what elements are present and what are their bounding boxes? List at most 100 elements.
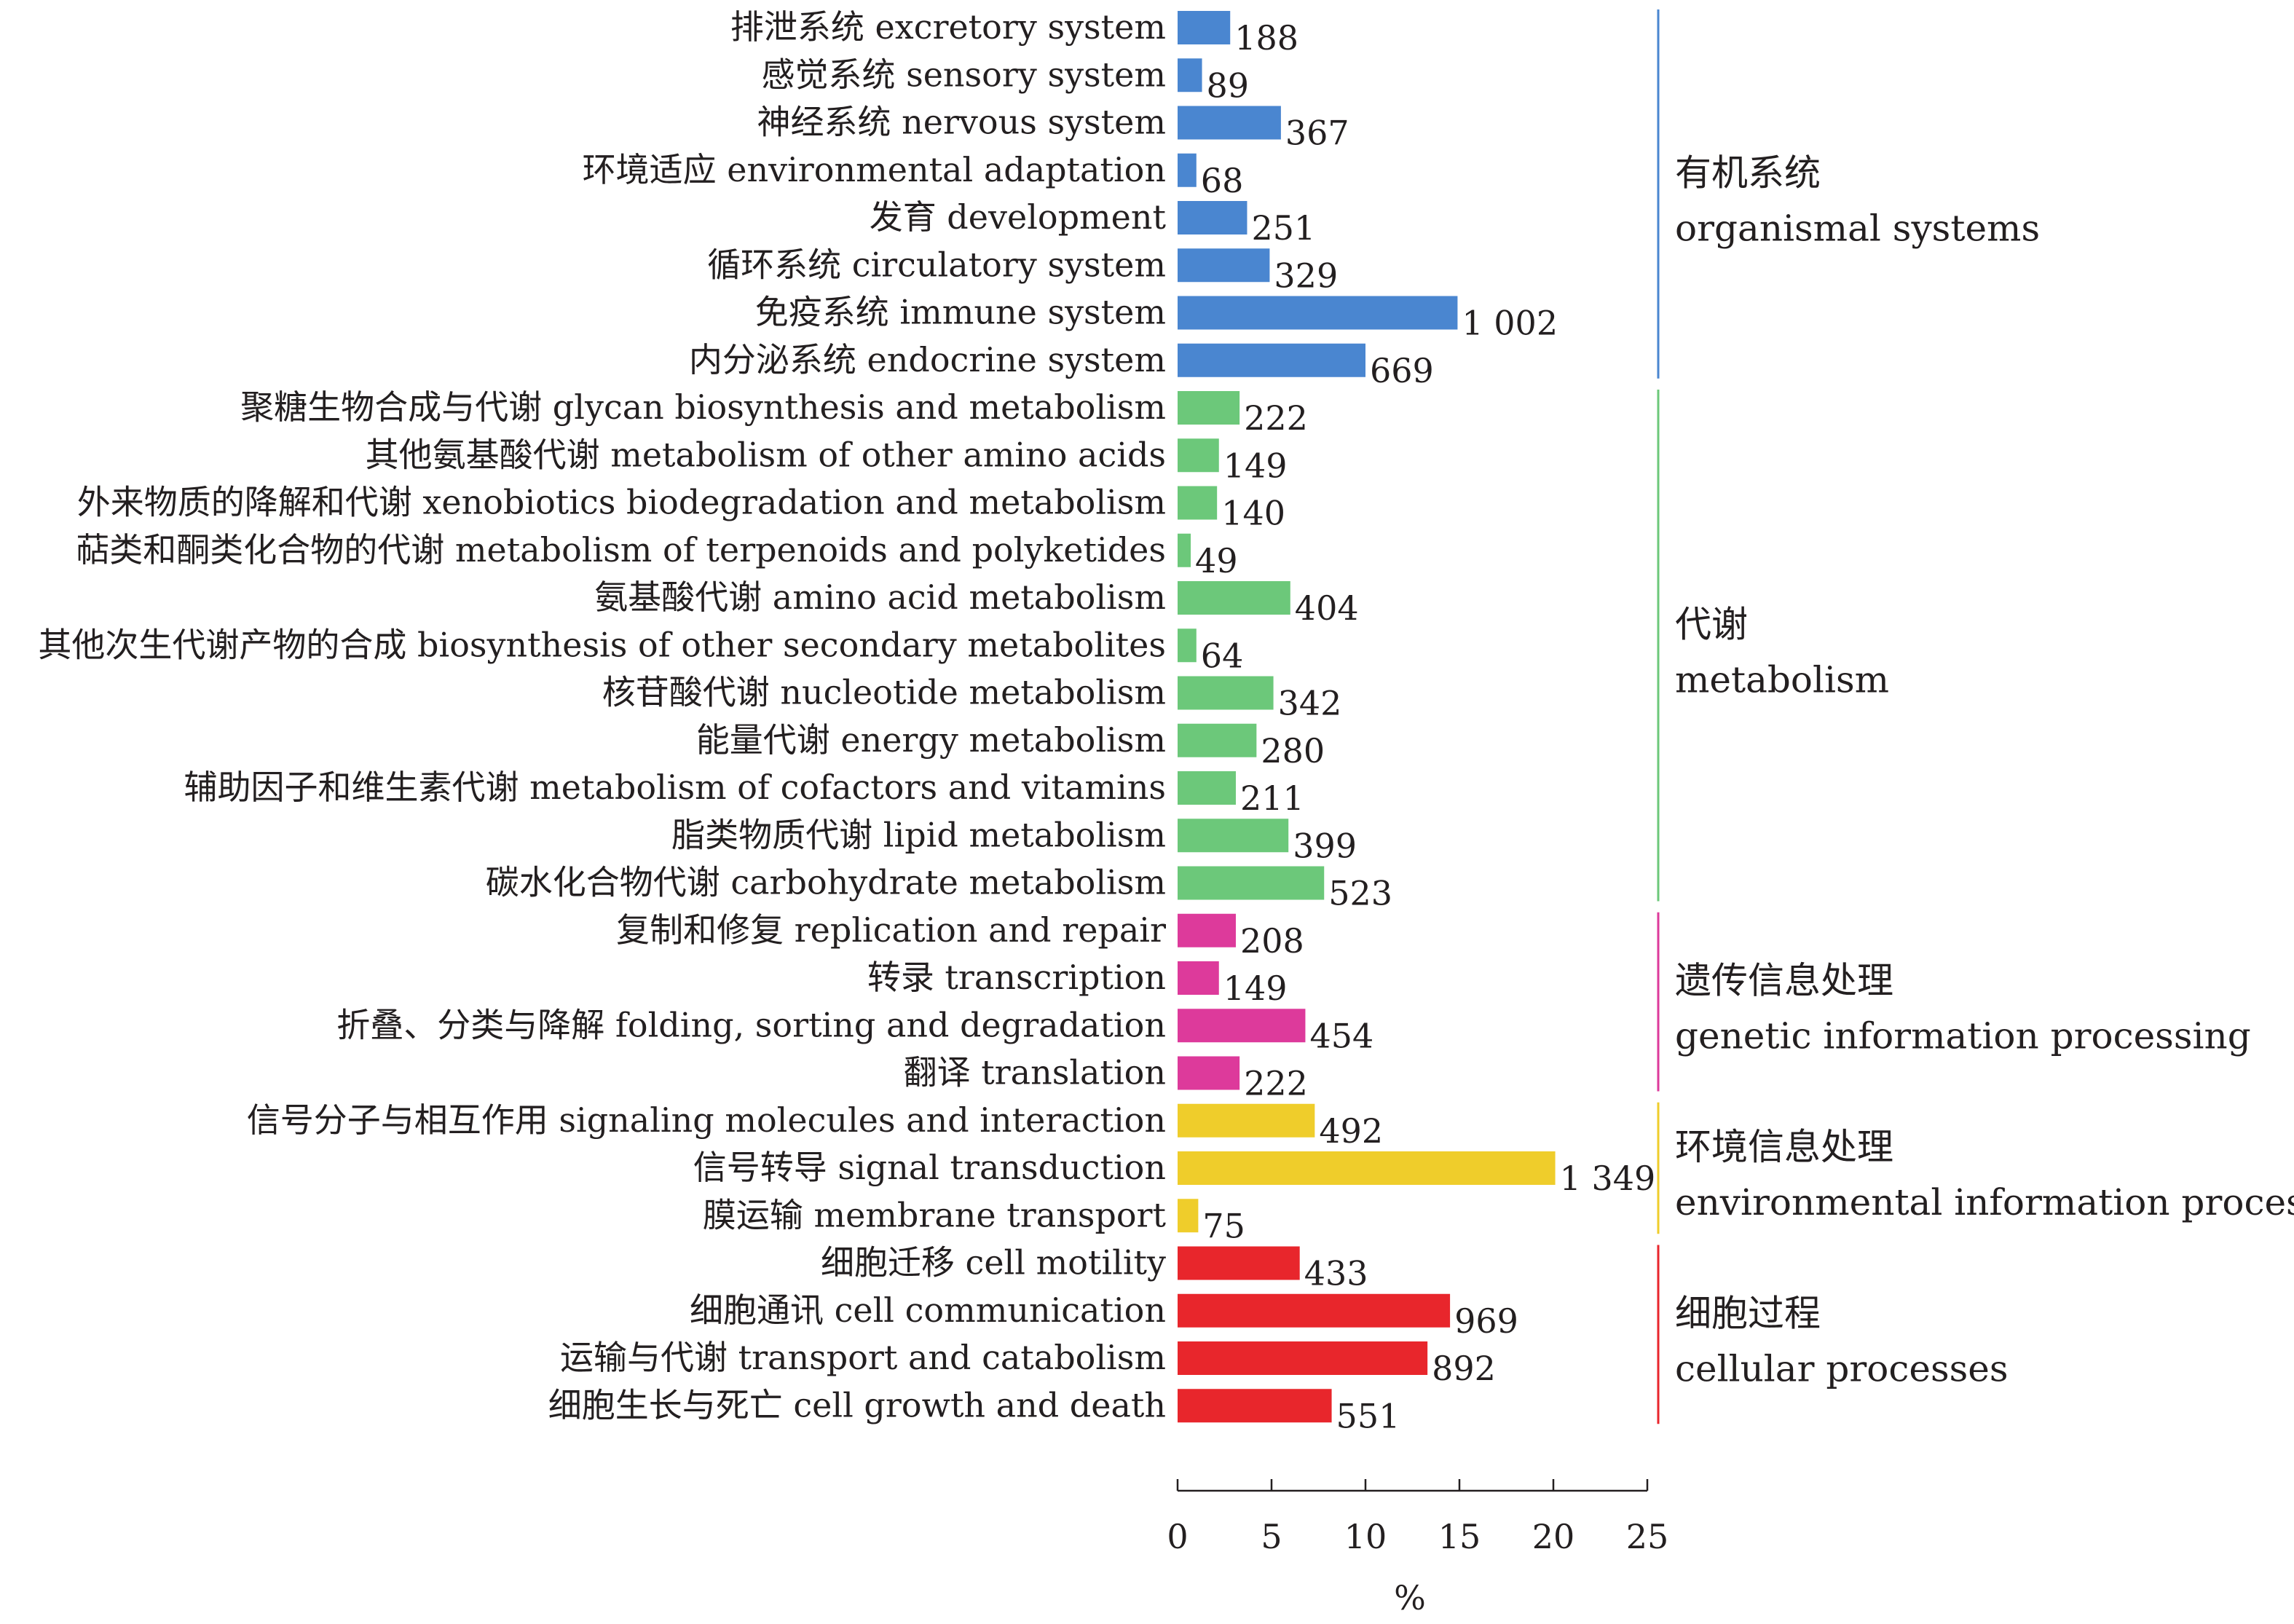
group-label-en: metabolism — [1675, 658, 1889, 701]
bar — [1178, 1009, 1306, 1043]
category-label: 感觉系统 sensory system — [761, 55, 1166, 94]
group-label-en: genetic information processing — [1675, 1015, 2251, 1057]
data-label: 523 — [1328, 874, 1392, 913]
category-label: 脂类物质代谢 lipid metabolism — [671, 815, 1166, 854]
data-label: 969 — [1454, 1301, 1518, 1341]
bar — [1178, 533, 1191, 567]
data-label: 433 — [1304, 1254, 1368, 1293]
data-label: 149 — [1223, 446, 1288, 485]
bar — [1178, 1246, 1300, 1280]
bar — [1178, 819, 1289, 853]
bar — [1178, 1389, 1332, 1423]
bar — [1178, 58, 1202, 92]
category-label: 其他氨基酸代谢 metabolism of other amino acids — [366, 435, 1166, 474]
category-label: 细胞生长与死亡 cell growth and death — [548, 1385, 1166, 1424]
data-label: 149 — [1223, 969, 1288, 1008]
x-tick-label: 20 — [1532, 1517, 1575, 1556]
data-label: 551 — [1336, 1396, 1400, 1435]
bar — [1178, 248, 1270, 283]
bar — [1178, 1103, 1315, 1138]
group-label-zh: 细胞过程 — [1675, 1292, 1821, 1334]
data-label: 669 — [1370, 351, 1434, 390]
data-label: 68 — [1201, 161, 1244, 200]
bar — [1178, 486, 1218, 520]
category-label: 细胞通讯 cell communication — [690, 1290, 1166, 1330]
group-label-en: organismal systems — [1675, 207, 2040, 249]
x-axis: 0 5 10 15 20 25 — [1167, 1479, 1668, 1556]
category-label: 复制和修复 replication and repair — [616, 910, 1166, 950]
category-label: 信号分子与相互作用 signaling molecules and intera… — [247, 1100, 1166, 1140]
x-tick-label: 5 — [1261, 1517, 1282, 1556]
bar — [1178, 391, 1240, 425]
data-label: 280 — [1261, 731, 1325, 770]
bar — [1178, 11, 1231, 44]
data-label: 75 — [1202, 1206, 1245, 1245]
data-label: 188 — [1234, 18, 1298, 58]
data-label: 251 — [1251, 208, 1315, 248]
data-label: 492 — [1319, 1111, 1383, 1151]
data-label: 208 — [1240, 921, 1304, 961]
category-label: 折叠、分类与降解 folding, sorting and degradatio… — [336, 1005, 1166, 1044]
category-label: 其他次生代谢产物的合成 biosynthesis of other second… — [38, 625, 1166, 664]
data-label: 399 — [1293, 826, 1357, 865]
bar — [1178, 296, 1458, 330]
category-label: 排泄系统 excretory system — [730, 7, 1166, 47]
category-label: 辅助因子和维生素代谢 metabolism of cofactors and v… — [184, 768, 1167, 807]
bar — [1178, 628, 1197, 663]
bar — [1178, 201, 1247, 234]
data-label: 222 — [1244, 398, 1308, 438]
bar — [1178, 771, 1236, 805]
group-label-en: cellular processes — [1675, 1347, 2009, 1390]
bar — [1178, 1056, 1240, 1090]
x-tick-label: 15 — [1438, 1517, 1481, 1556]
data-label: 1 349 — [1560, 1159, 1656, 1198]
category-label: 免疫系统 immune system — [755, 293, 1166, 332]
bar — [1178, 1199, 1199, 1233]
data-label: 222 — [1244, 1064, 1308, 1103]
bar — [1178, 913, 1236, 947]
data-label: 140 — [1221, 494, 1285, 533]
bar — [1178, 961, 1219, 995]
x-axis-title: % — [1394, 1578, 1426, 1617]
category-labels: 排泄系统 excretory system 感觉系统 sensory system… — [38, 7, 1166, 1424]
group-brackets: 有机系统 organismal systems 代谢 metabolism 遗传信息处理… — [1657, 9, 2294, 1424]
data-label: 404 — [1295, 588, 1359, 628]
category-label: 翻译 translation — [904, 1053, 1166, 1092]
data-label: 89 — [1207, 66, 1250, 105]
group-label-zh: 代谢 — [1675, 603, 1748, 645]
data-label: 329 — [1274, 256, 1338, 295]
category-label: 外来物质的降解和代谢 xenobiotics biodegradation an… — [77, 483, 1166, 522]
bar — [1178, 581, 1290, 615]
category-label: 细胞迁移 cell motility — [821, 1243, 1166, 1282]
x-tick-label: 25 — [1626, 1517, 1669, 1556]
bar — [1178, 106, 1281, 140]
category-label: 氨基酸代谢 amino acid metabolism — [594, 578, 1166, 617]
data-label: 64 — [1201, 636, 1244, 675]
category-label: 内分泌系统 endocrine system — [689, 340, 1166, 379]
x-tick-label: 0 — [1167, 1517, 1188, 1556]
group-label-zh: 环境信息处理 — [1675, 1126, 1893, 1168]
bar — [1178, 1151, 1556, 1185]
data-label: 454 — [1309, 1016, 1373, 1055]
bar — [1178, 153, 1197, 187]
category-label: 信号转导 signal transduction — [693, 1148, 1166, 1187]
bar — [1178, 676, 1274, 710]
bar — [1178, 1341, 1428, 1375]
category-label: 聚糖生物合成与代谢 glycan biosynthesis and metabo… — [240, 387, 1166, 427]
category-label: 发育 development — [870, 197, 1167, 237]
category-label: 循环系统 circulatory system — [707, 245, 1166, 284]
category-label: 核苷酸代谢 nucleotide metabolism — [602, 673, 1166, 712]
data-label: 892 — [1432, 1349, 1496, 1388]
bar — [1178, 866, 1325, 900]
category-label: 环境适应 environmental adaptation — [583, 150, 1166, 189]
data-label: 367 — [1285, 114, 1349, 153]
bar — [1178, 438, 1219, 473]
bars-layer — [1178, 11, 1556, 1423]
data-label: 342 — [1278, 684, 1342, 723]
category-label: 碳水化合物代谢 carbohydrate metabolism — [486, 863, 1166, 902]
category-label: 膜运输 membrane transport — [703, 1195, 1167, 1234]
category-label: 神经系统 nervous system — [757, 103, 1166, 142]
group-label-en: environmental information processing — [1675, 1181, 2294, 1223]
